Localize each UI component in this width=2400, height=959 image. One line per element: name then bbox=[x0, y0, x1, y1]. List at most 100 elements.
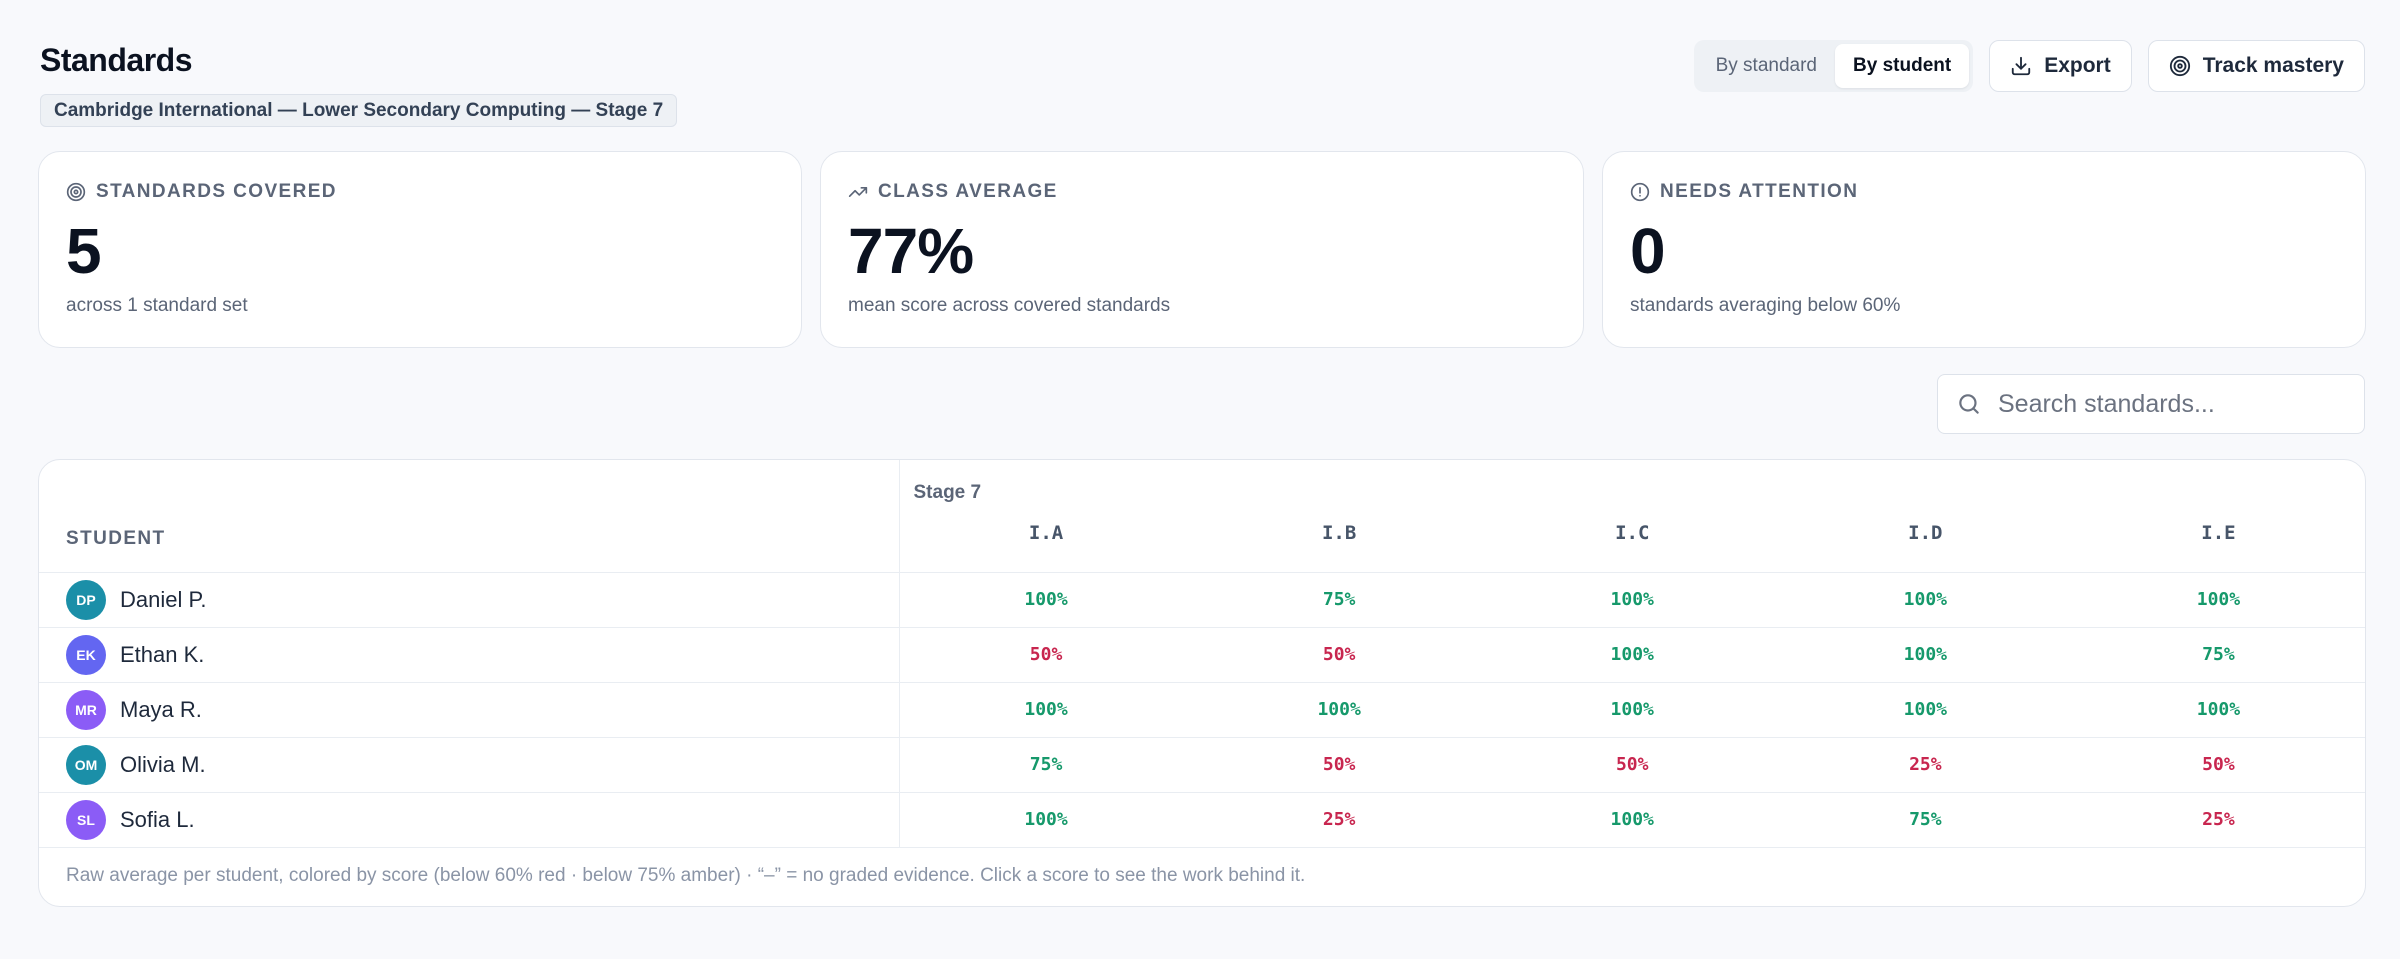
score-cell[interactable]: 100% bbox=[1317, 699, 1361, 720]
score-cell[interactable]: 50% bbox=[2202, 754, 2235, 775]
score-cell[interactable]: 100% bbox=[1610, 809, 1654, 830]
card-label: STANDARDS COVERED bbox=[96, 181, 337, 202]
view-toggle: By standard By student bbox=[1693, 40, 1974, 92]
score-cell[interactable]: 100% bbox=[2196, 589, 2241, 610]
student-cell: SL Sofia L. bbox=[39, 792, 899, 847]
score-cell[interactable]: 25% bbox=[1322, 809, 1356, 830]
class-average-card: CLASS AVERAGE 77% mean score across cove… bbox=[820, 151, 1584, 348]
stage-label: Stage 7 bbox=[913, 482, 982, 503]
score-cell[interactable]: 75% bbox=[2202, 644, 2235, 665]
card-label: NEEDS ATTENTION bbox=[1660, 181, 1859, 202]
score-cell[interactable]: 100% bbox=[1024, 699, 1068, 720]
search-icon bbox=[1959, 394, 1979, 414]
scores: 100% 25% 100% 75% 25% bbox=[900, 809, 2366, 830]
card-value: 77% bbox=[848, 215, 974, 287]
student[interactable]: EK Ethan K. bbox=[66, 634, 899, 675]
scores: 50% 50% 100% 100% 75% bbox=[900, 644, 2366, 665]
search-box bbox=[1937, 374, 2365, 434]
student-name: Sofia L. bbox=[120, 806, 195, 832]
student-cell: DP Daniel P. bbox=[39, 572, 899, 627]
mastery-table-card: STUDENT Stage 7 I.A I.B I.C I.D I.E DP D… bbox=[38, 459, 2366, 907]
student-column-header: STUDENT bbox=[66, 527, 166, 549]
avatar: MR bbox=[66, 689, 106, 730]
scores: 100% 75% 100% 100% 100% bbox=[900, 589, 2366, 610]
page-header: Standards Cambridge International — Lowe… bbox=[40, 40, 2365, 130]
export-button[interactable]: Export bbox=[1989, 40, 2132, 92]
student-cell: MR Maya R. bbox=[39, 682, 899, 737]
score-cell[interactable]: 100% bbox=[1610, 699, 1654, 720]
table-row: MR Maya R. 100% 100% 100% 100% 100% bbox=[39, 682, 2365, 737]
standards-covered-card: STANDARDS COVERED 5 across 1 standard se… bbox=[38, 151, 802, 348]
scores-cell: 75% 50% 50% 25% 50% bbox=[898, 737, 2366, 792]
student[interactable]: OM Olivia M. bbox=[66, 744, 899, 785]
avatar: SL bbox=[66, 799, 106, 840]
card-label: CLASS AVERAGE bbox=[878, 181, 1058, 202]
score-cell[interactable]: 100% bbox=[2196, 699, 2241, 720]
student-name: Ethan K. bbox=[120, 641, 205, 667]
card-subtext: across 1 standard set bbox=[66, 295, 248, 316]
target-icon bbox=[2169, 55, 2190, 77]
score-cell[interactable]: 100% bbox=[1903, 699, 1947, 720]
score-cell[interactable]: 75% bbox=[1909, 809, 1942, 830]
score-cell[interactable]: 25% bbox=[1909, 754, 1942, 775]
score-cell[interactable]: 100% bbox=[1903, 589, 1947, 610]
student-name: Daniel P. bbox=[120, 586, 207, 612]
avatar: DP bbox=[66, 579, 106, 620]
student[interactable]: SL Sofia L. bbox=[66, 799, 899, 840]
scores-cell: 100% 100% 100% 100% 100% bbox=[898, 682, 2366, 737]
score-cell[interactable]: 25% bbox=[2202, 809, 2235, 830]
student-cell: EK Ethan K. bbox=[39, 627, 899, 682]
score-cell[interactable]: 75% bbox=[1322, 589, 1356, 610]
scores-cell: 100% 25% 100% 75% 25% bbox=[898, 792, 2366, 847]
summary-cards: STANDARDS COVERED 5 across 1 standard se… bbox=[38, 151, 2366, 348]
alert-circle-icon bbox=[1630, 182, 1650, 202]
search-input[interactable] bbox=[1998, 389, 2346, 419]
scores: 100% 100% 100% 100% 100% bbox=[900, 699, 2366, 720]
scores-cell: 100% 75% 100% 100% 100% bbox=[898, 572, 2366, 627]
table-row: OM Olivia M. 75% 50% 50% 25% 50% bbox=[39, 737, 2365, 792]
card-header: STANDARDS COVERED bbox=[66, 181, 774, 203]
score-cell[interactable]: 75% bbox=[1029, 754, 1063, 775]
standard-code[interactable]: I.D bbox=[1908, 522, 1943, 544]
card-value: 5 bbox=[66, 215, 102, 287]
track-mastery-button[interactable]: Track mastery bbox=[2147, 40, 2365, 92]
card-header: NEEDS ATTENTION bbox=[1630, 181, 2338, 203]
standard-code[interactable]: I.E bbox=[2201, 522, 2236, 544]
needs-attention-card: NEEDS ATTENTION 0 standards averaging be… bbox=[1602, 151, 2366, 348]
score-cell[interactable]: 50% bbox=[1029, 644, 1063, 665]
standard-code[interactable]: I.A bbox=[1028, 522, 1064, 544]
by-standard-tab[interactable]: By standard bbox=[1715, 55, 1818, 76]
student-name: Maya R. bbox=[120, 696, 202, 722]
student[interactable]: DP Daniel P. bbox=[66, 579, 899, 620]
standard-codes: I.A I.B I.C I.D I.E bbox=[900, 522, 2366, 544]
standard-code[interactable]: I.C bbox=[1615, 522, 1650, 544]
score-cell[interactable]: 100% bbox=[1024, 809, 1068, 830]
stage-column-group: Stage 7 I.A I.B I.C I.D I.E bbox=[898, 460, 2366, 572]
trending-up-icon bbox=[848, 187, 868, 197]
mastery-table: STUDENT Stage 7 I.A I.B I.C I.D I.E DP D… bbox=[39, 460, 2365, 905]
score-cell[interactable]: 100% bbox=[1903, 644, 1947, 665]
standard-code[interactable]: I.B bbox=[1321, 522, 1357, 544]
target-icon bbox=[66, 182, 86, 202]
by-student-tab[interactable]: By student bbox=[1835, 44, 1970, 88]
table-row: DP Daniel P. 100% 75% 100% 100% 100% bbox=[39, 572, 2365, 627]
card-header: CLASS AVERAGE bbox=[848, 181, 1556, 203]
avatar: EK bbox=[66, 634, 106, 675]
track-mastery-label: Track mastery bbox=[2202, 54, 2344, 77]
download-icon bbox=[2012, 56, 2031, 76]
score-cell[interactable]: 100% bbox=[1610, 589, 1654, 610]
score-cell[interactable]: 50% bbox=[1615, 754, 1649, 775]
score-cell[interactable]: 100% bbox=[1024, 589, 1068, 610]
export-label: Export bbox=[2044, 54, 2111, 77]
card-subtext: standards averaging below 60% bbox=[1630, 295, 1901, 316]
student[interactable]: MR Maya R. bbox=[66, 689, 899, 730]
score-cell[interactable]: 50% bbox=[1322, 644, 1356, 665]
score-cell[interactable]: 100% bbox=[1610, 644, 1654, 665]
table-row: EK Ethan K. 50% 50% 100% 100% 75% bbox=[39, 627, 2365, 682]
card-subtext: mean score across covered standards bbox=[848, 295, 1171, 316]
standard-set-badge: Cambridge International — Lower Secondar… bbox=[40, 94, 678, 127]
scores: 75% 50% 50% 25% 50% bbox=[900, 754, 2366, 775]
score-cell[interactable]: 50% bbox=[1322, 754, 1356, 775]
avatar: OM bbox=[66, 744, 106, 785]
table-footnote: Raw average per student, colored by scor… bbox=[66, 865, 1306, 887]
